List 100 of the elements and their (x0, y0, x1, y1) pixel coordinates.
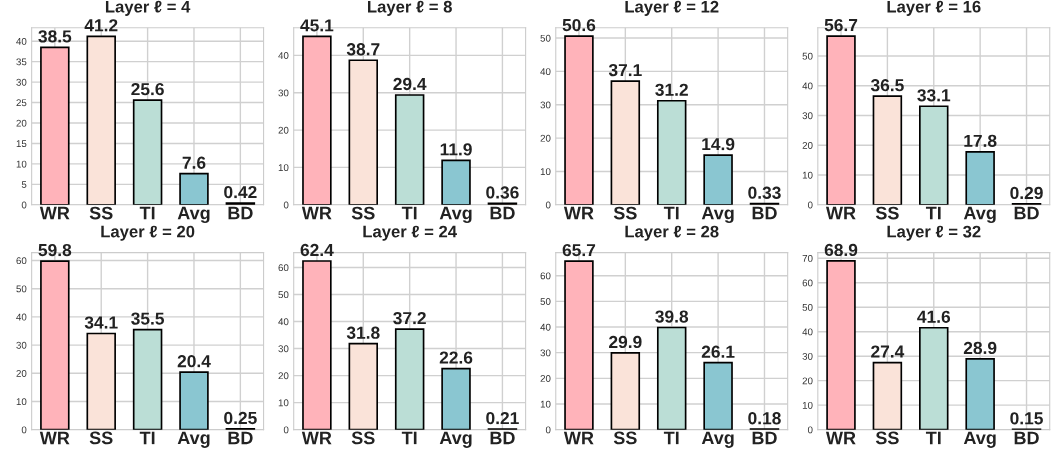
y-tick-label: 10 (16, 398, 27, 406)
y-tick-label: 60 (540, 272, 551, 280)
y-tick-label: 70 (802, 254, 813, 262)
data-label: 39.8 (655, 310, 689, 323)
x-tick-label: WR (39, 206, 70, 220)
y-tick-label: 0 (283, 426, 289, 434)
chart-title: Layer ℓ = 28 (625, 225, 719, 241)
data-label: 50.6 (562, 18, 596, 32)
bar (394, 94, 425, 205)
data-label: 0.42 (224, 185, 257, 199)
y-tick-label: 60 (16, 257, 27, 265)
chart-title: Layer ℓ = 8 (368, 0, 452, 16)
y-tick-label: 40 (540, 323, 551, 331)
y-tick-label: 60 (802, 279, 813, 287)
x-tick-label: WR (825, 206, 856, 220)
bar (919, 105, 949, 205)
y-tick-label: 50 (802, 303, 813, 311)
y-tick-label: 40 (16, 37, 27, 45)
y-tick-label: 30 (540, 101, 551, 109)
data-label: 20.4 (177, 355, 211, 368)
data-label: 0.15 (1010, 412, 1043, 425)
data-label: 65.7 (562, 243, 596, 257)
y-tick-label: 20 (16, 370, 27, 377)
x-tick-label: BD (228, 431, 253, 445)
data-label: 35.5 (131, 312, 165, 325)
data-label: 33.1 (917, 89, 951, 102)
data-label: 0.21 (486, 411, 519, 425)
x-tick-label: BD (1014, 431, 1039, 445)
x-tick-label: Avg (177, 206, 210, 224)
x-tick-label: SS (351, 431, 375, 445)
bar (610, 80, 641, 205)
data-label: 59.8 (38, 243, 72, 257)
bar (656, 99, 687, 205)
chart-title: Layer ℓ = 16 (887, 0, 981, 16)
x-tick-label: TI (401, 206, 417, 220)
y-tick-label: 10 (540, 168, 551, 176)
data-label: 0.33 (748, 186, 781, 199)
x-tick-label: TI (139, 206, 155, 220)
x-tick-label: SS (875, 431, 899, 445)
y-tick-label: 20 (278, 126, 289, 134)
y-tick-label: 0 (807, 201, 813, 209)
bar (132, 99, 163, 205)
chart-title: Layer ℓ = 4 (105, 0, 191, 16)
data-label: 26.1 (701, 345, 735, 358)
data-label: 36.5 (870, 79, 904, 92)
x-tick-label: TI (401, 431, 417, 445)
x-tick-label: Avg (439, 206, 472, 224)
x-tick-label: BD (1014, 206, 1039, 220)
y-tick-label: 30 (802, 112, 813, 120)
bar (40, 260, 70, 430)
x-tick-label: SS (613, 206, 637, 220)
bar (564, 35, 594, 205)
bar (394, 328, 425, 430)
data-label: 37.1 (608, 63, 642, 77)
y-tick-label: 60 (278, 264, 289, 272)
x-tick-label: WR (301, 206, 332, 220)
bar (302, 35, 332, 205)
x-tick-label: Avg (439, 431, 472, 448)
y-tick-label: 10 (278, 164, 289, 172)
x-tick-label: TI (925, 206, 941, 220)
x-tick-label: BD (752, 431, 777, 445)
y-tick-label: 10 (278, 399, 289, 407)
y-tick-label: 50 (278, 291, 289, 299)
x-tick-label: WR (563, 206, 594, 220)
bar (441, 367, 471, 430)
bar (872, 361, 903, 430)
x-tick-label: Avg (701, 206, 734, 224)
y-tick-label: 40 (802, 328, 813, 336)
bar (564, 260, 594, 430)
x-tick-label: Avg (963, 206, 996, 224)
bar (703, 154, 733, 205)
bar (872, 95, 903, 205)
x-tick-label: BD (228, 206, 253, 220)
data-label: 0.36 (486, 186, 519, 199)
data-label: 11.9 (440, 143, 472, 156)
y-tick-label: 15 (16, 140, 27, 148)
bar (348, 342, 379, 430)
x-tick-label: BD (490, 431, 515, 445)
y-tick-label: 25 (16, 99, 27, 107)
x-tick-label: BD (752, 206, 777, 220)
data-label: 41.2 (84, 19, 118, 32)
y-tick-label: 50 (540, 34, 551, 42)
y-tick-label: 10 (16, 160, 27, 168)
data-label: 45.1 (300, 19, 334, 32)
data-label: 0.29 (1010, 186, 1043, 200)
y-tick-label: 0 (807, 426, 813, 434)
bar (826, 260, 856, 430)
data-label: 14.9 (702, 137, 735, 151)
y-tick-label: 10 (802, 401, 813, 409)
x-tick-label: WR (39, 431, 70, 445)
bar (656, 326, 687, 430)
data-label: 0.18 (748, 412, 781, 425)
x-tick-label: WR (301, 431, 332, 445)
x-tick-label: TI (139, 431, 155, 445)
chart-title: Layer ℓ = 32 (887, 225, 981, 241)
chart-title: Layer ℓ = 12 (625, 0, 719, 16)
y-tick-label: 5 (21, 181, 27, 188)
bar (348, 59, 379, 205)
x-tick-label: TI (663, 431, 679, 445)
y-tick-label: 30 (278, 345, 289, 353)
